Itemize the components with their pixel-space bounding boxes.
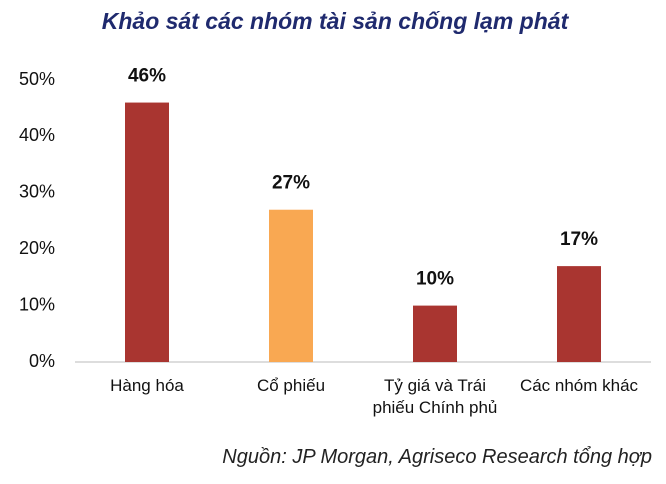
x-tick-label: Cổ phiếu [256,376,326,395]
data-label: 46% [128,66,166,87]
bar [413,305,457,362]
chart-title: Khảo sát các nhóm tài sản chống lạm phát [101,8,569,34]
bar [269,209,313,362]
x-tick-label: Các nhóm khác [519,376,639,395]
source-note: Nguồn: JP Morgan, Agriseco Research tổng… [222,446,652,468]
x-tick-label: Hàng hóa [110,376,184,395]
x-tick-label: Tỷ giá và Trái phiếu Chính phủ [372,376,498,417]
data-label: 17% [560,229,598,250]
bar [125,102,169,362]
y-tick-label: 0% [29,351,55,371]
y-tick-label: 30% [19,182,55,202]
data-label: 27% [272,173,310,194]
data-label: 10% [416,269,454,290]
bar [557,266,601,362]
y-tick-label: 50% [19,69,55,89]
y-tick-label: 20% [19,238,55,258]
y-tick-label: 10% [19,294,55,314]
y-tick-label: 40% [19,125,55,145]
